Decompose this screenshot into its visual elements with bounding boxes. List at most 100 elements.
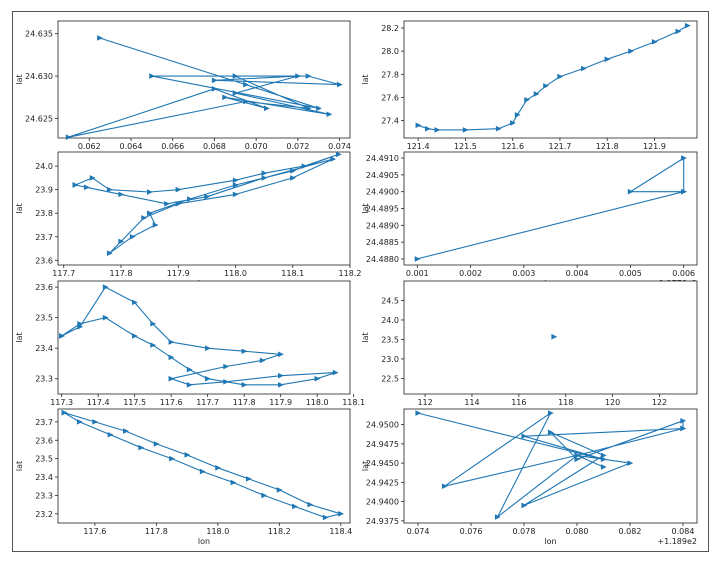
data-point xyxy=(211,86,218,92)
data-point xyxy=(97,35,103,41)
y-tick-label: 24.635 xyxy=(25,30,53,39)
y-tick-label: 27.4 xyxy=(381,117,399,126)
data-point xyxy=(223,363,230,370)
data-point xyxy=(680,425,687,432)
data-point xyxy=(414,256,421,262)
y-tick-label: 23.5 xyxy=(381,335,399,344)
data-point xyxy=(681,155,687,161)
data-point xyxy=(187,196,193,202)
data-point xyxy=(243,98,249,105)
y-axis-label: lat xyxy=(15,332,24,342)
y-tick-label: 23.8 xyxy=(35,209,53,218)
data-point xyxy=(223,378,230,385)
chart-panel-row3-left: 117.3 117.4 117.5 117.6 117.7 117.8 117.9 118.0… xyxy=(15,280,365,417)
y-tick-label: 23.3 xyxy=(35,491,53,500)
data-point xyxy=(123,428,129,434)
data-point xyxy=(263,105,270,112)
data-point xyxy=(580,65,587,72)
data-point xyxy=(322,514,329,521)
x-tick-label: 112 xyxy=(417,398,432,407)
x-tick-label: 0.084 xyxy=(672,527,695,536)
y-tick-label: 23.5 xyxy=(35,314,53,323)
axes-box xyxy=(57,280,351,395)
data-point xyxy=(290,175,296,181)
y-tick-label: 24.5 xyxy=(381,296,399,305)
data-point xyxy=(102,314,109,321)
x-tick-label: 117.8 xyxy=(110,269,133,278)
data-point xyxy=(164,200,170,207)
y-axis-label: lat xyxy=(361,203,370,213)
data-point xyxy=(314,375,321,382)
y-axis-label: lat xyxy=(361,332,370,342)
y-tick-label: 28.2 xyxy=(381,24,399,33)
data-point xyxy=(232,73,239,79)
data-point xyxy=(434,127,441,133)
x-tick-label: 118.0 xyxy=(206,527,229,536)
data-point xyxy=(152,222,159,228)
series-line xyxy=(63,412,342,519)
chart-panel-row2-right: 0.001 0.002 0.003 0.004 0.005 0.006 24.4880 24.… xyxy=(361,151,698,288)
data-point xyxy=(168,339,175,345)
data-point xyxy=(141,215,148,221)
data-point xyxy=(543,83,549,89)
x-tick-label: 117.9 xyxy=(269,398,292,407)
x-tick-label: 120 xyxy=(605,398,620,407)
data-point xyxy=(149,73,156,79)
data-point xyxy=(241,382,248,388)
data-point xyxy=(600,464,607,470)
x-tick-label: 0.066 xyxy=(161,142,184,151)
y-tick-label: 23.4 xyxy=(35,344,53,353)
chart-panel-row1-right: 121.4 121.5 121.6 121.7 121.8 121.9 27.4 27.6 27… xyxy=(361,20,698,161)
data-point xyxy=(61,409,68,416)
data-point xyxy=(415,122,422,129)
data-point xyxy=(222,94,229,101)
x-tick-label: 116 xyxy=(511,398,526,407)
x-tick-label: 117.6 xyxy=(83,527,106,536)
x-tick-label: 117.8 xyxy=(233,398,256,407)
data-point xyxy=(261,492,268,499)
data-point xyxy=(651,39,658,45)
data-point xyxy=(232,90,239,96)
series-line xyxy=(74,153,340,254)
data-point xyxy=(326,111,333,118)
data-point xyxy=(332,369,339,376)
data-point xyxy=(147,189,153,195)
data-point xyxy=(335,151,342,158)
data-point xyxy=(150,320,157,327)
y-tick-label: 23.6 xyxy=(35,283,53,292)
y-tick-label: 24.0 xyxy=(381,316,399,325)
data-point xyxy=(305,105,312,112)
data-point xyxy=(186,366,193,373)
y-tick-label: 23.5 xyxy=(35,455,53,464)
data-point xyxy=(102,284,109,290)
y-tick-label: 24.9475 xyxy=(366,440,399,449)
data-point xyxy=(106,250,113,257)
x-tick-label: 0.074 xyxy=(407,527,430,536)
data-point xyxy=(330,156,337,162)
data-point xyxy=(259,357,266,364)
data-point xyxy=(533,91,540,97)
x-tick-label: 0.062 xyxy=(78,142,101,151)
y-tick-label: 23.7 xyxy=(35,418,53,427)
data-point xyxy=(232,191,239,198)
data-point xyxy=(415,410,422,416)
x-tick-label: 121.5 xyxy=(454,142,477,151)
data-point xyxy=(153,441,160,447)
data-point xyxy=(292,503,298,510)
x-tick-label: 0.001 xyxy=(406,269,429,278)
y-tick-label: 28.0 xyxy=(381,47,399,56)
data-point xyxy=(118,191,125,198)
data-point xyxy=(168,354,175,361)
x-tick-label: 0.064 xyxy=(120,142,143,151)
data-point xyxy=(107,431,114,438)
x-tick-label: 0.004 xyxy=(566,269,589,278)
data-point xyxy=(684,22,691,29)
data-point xyxy=(241,348,248,355)
data-point xyxy=(278,351,284,358)
data-point xyxy=(186,382,193,388)
chart-panel-row4-left: 117.6 117.8 118.0 118.2 118.4 23.2 23.3 23.4 23.… xyxy=(15,408,352,546)
data-point xyxy=(514,112,521,118)
data-point xyxy=(557,73,564,80)
y-tick-label: 24.9425 xyxy=(366,478,399,487)
y-tick-label: 23.6 xyxy=(35,436,53,445)
